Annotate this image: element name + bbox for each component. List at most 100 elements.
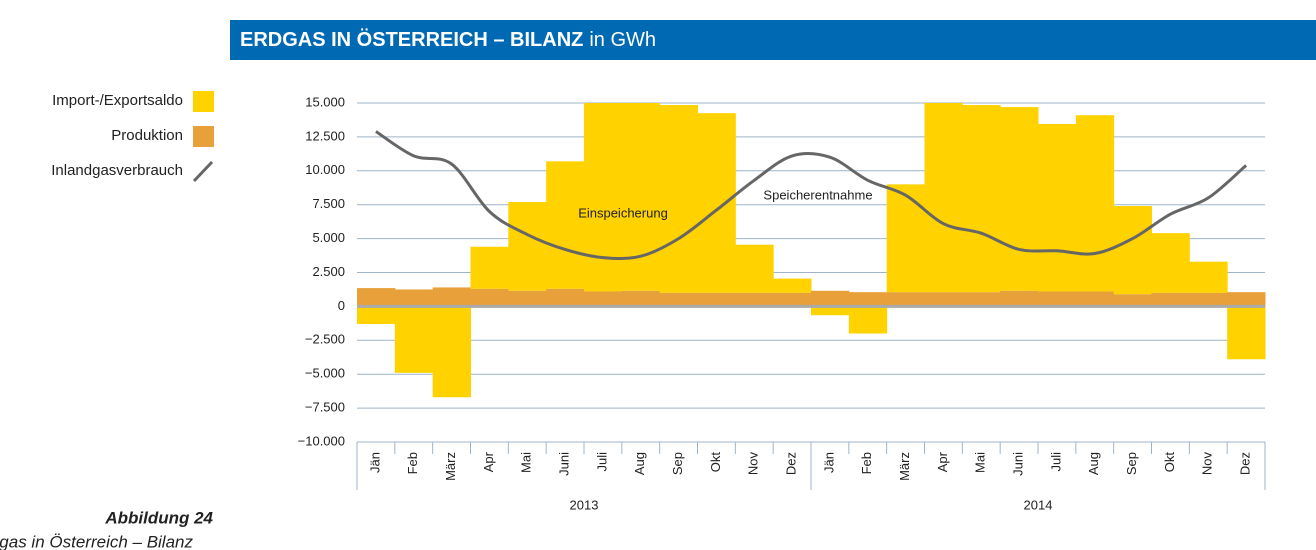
y-tick-label: −7.500 [305, 400, 345, 415]
bar [659, 292, 698, 307]
x-tick-label: Juli [594, 452, 609, 472]
x-tick-label: Dez [784, 452, 799, 475]
legend-swatch [193, 126, 214, 147]
bar [1227, 306, 1266, 360]
bar [508, 201, 547, 291]
bar [1038, 124, 1077, 292]
legend-label: Inlandgasverbrauch [51, 162, 183, 179]
chart-title: ERDGAS IN ÖSTERREICH – BILANZ [240, 28, 583, 51]
x-tick-label: Juni [1011, 452, 1026, 476]
y-tick-label: 15.000 [305, 94, 345, 109]
legend-label: Import-/Exportsaldo [52, 92, 183, 109]
y-tick-label: 10.000 [305, 162, 345, 177]
x-tick-label: Feb [859, 452, 874, 474]
bar [432, 306, 471, 398]
bar [735, 292, 774, 307]
bar [1075, 115, 1115, 292]
bar [621, 103, 661, 291]
bar [621, 290, 661, 307]
y-tick-label: 5.000 [312, 230, 345, 245]
x-tick-label: Aug [1086, 452, 1101, 475]
x-tick-label: Sep [670, 452, 685, 475]
bar [1075, 291, 1115, 307]
title-unit: in GWh [589, 29, 656, 51]
annotation: Speicherentnahme [763, 187, 872, 202]
x-tick-label: Juni [557, 452, 572, 476]
bar [1113, 294, 1152, 307]
x-tick-label: Mai [519, 452, 534, 473]
bar [357, 306, 396, 325]
line [375, 130, 1248, 261]
bar [811, 306, 850, 316]
bar [962, 105, 1001, 293]
x-tick-label: Mai [973, 452, 988, 473]
y-tick-label: 12.500 [305, 128, 345, 143]
annotation: Einspeicherung [578, 205, 668, 220]
bar [394, 306, 434, 373]
y-tick-label: 0 [338, 298, 345, 313]
bar [1227, 292, 1266, 307]
y-tick-label: −2.500 [305, 332, 345, 347]
bar [432, 287, 471, 307]
x-tick-label: Nov [746, 452, 761, 476]
bar [886, 292, 925, 307]
y-tick-label: 2.500 [312, 264, 345, 279]
bar [848, 306, 888, 334]
group-label: 2013 [570, 497, 599, 512]
bar [1151, 292, 1190, 307]
legend-swatch [192, 160, 214, 183]
bar [924, 103, 963, 293]
bar [924, 292, 963, 307]
bar [1038, 291, 1077, 307]
bar [546, 288, 585, 307]
x-tick-label: Dez [1238, 452, 1253, 475]
bar [584, 103, 623, 292]
legend-label: Produktion [111, 127, 183, 144]
group-label: 2014 [1024, 497, 1053, 512]
bar [773, 292, 812, 307]
y-tick-label: −5.000 [305, 366, 345, 381]
bar [357, 288, 396, 307]
x-tick-label: Juli [1048, 452, 1063, 472]
bar [773, 278, 812, 293]
y-tick-label: 7.500 [312, 196, 345, 211]
bar [1000, 107, 1039, 291]
x-tick-label: Okt [708, 452, 723, 473]
bar [508, 290, 547, 307]
bar [1000, 290, 1039, 307]
x-tick-label: März [897, 452, 912, 481]
legend-swatch [193, 91, 214, 112]
bar [811, 290, 850, 307]
bar [659, 105, 698, 293]
bar [697, 292, 736, 307]
x-tick-label: Jän [821, 452, 836, 473]
x-tick-label: Nov [1200, 452, 1215, 476]
bar [1113, 206, 1152, 295]
header-bar [230, 20, 1316, 60]
bar [470, 288, 509, 307]
bar [584, 291, 623, 307]
bar [886, 184, 925, 293]
bar [697, 113, 736, 293]
header: ERDGAS IN ÖSTERREICH – BILANZ in GWh [240, 28, 656, 51]
x-tick-label: Jän [367, 452, 382, 473]
bar [735, 244, 774, 293]
bar [394, 289, 434, 307]
bar [1189, 261, 1228, 293]
x-tick-label: Okt [1162, 452, 1177, 473]
bar [1189, 292, 1228, 307]
x-tick-label: Sep [1124, 452, 1139, 475]
bar [962, 292, 1001, 307]
x-tick-label: Aug [632, 452, 647, 475]
x-tick-label: März [443, 452, 458, 481]
y-tick-label: −10.000 [298, 433, 345, 448]
x-tick-label: Apr [935, 451, 950, 472]
x-tick-label: Feb [405, 452, 420, 474]
figure-caption: Erdgas in Österreich – Bilanz [0, 532, 193, 550]
bar [848, 292, 888, 307]
bar [546, 161, 585, 289]
bar [1151, 233, 1190, 293]
bar [470, 246, 509, 289]
